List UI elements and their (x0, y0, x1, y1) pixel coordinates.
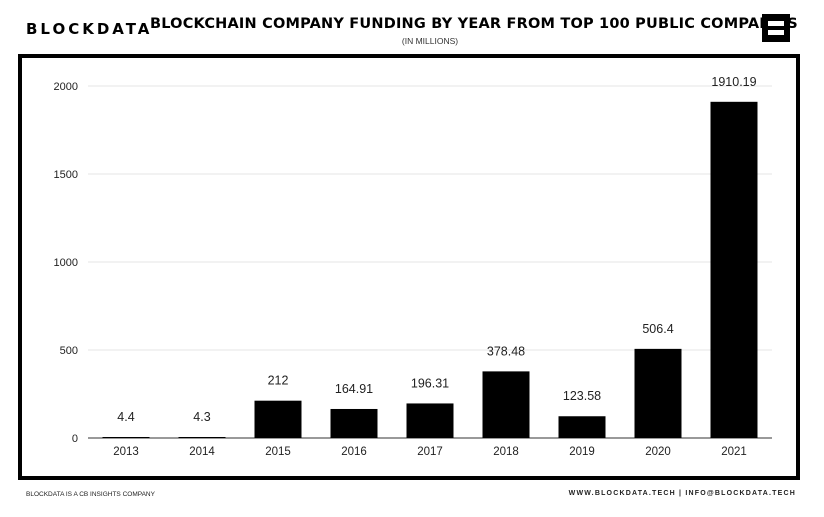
chart-frame: 0 500 1000 1500 2000 4.4 2013 4.3 2014 212 2015 164… (18, 54, 800, 480)
x-tick-label: 2014 (189, 446, 215, 458)
data-label: 164.91 (335, 382, 373, 396)
bar (254, 400, 302, 438)
data-label: 212 (268, 374, 289, 388)
data-label: 4.4 (117, 410, 134, 424)
bar (178, 437, 226, 438)
x-tick-label: 2016 (341, 446, 367, 458)
bar (558, 416, 606, 438)
y-tick-label: 1500 (54, 169, 78, 181)
x-tick-label: 2013 (113, 446, 139, 458)
x-tick-label: 2019 (569, 446, 595, 458)
data-label: 123.58 (563, 389, 601, 403)
footer-company-note: BLOCKDATA IS A CB INSIGHTS COMPANY (26, 491, 155, 498)
footer-contact: WWW.BLOCKDATA.TECH | INFO@BLOCKDATA.TECH (568, 490, 796, 497)
x-tick-label: 2020 (645, 446, 671, 458)
x-tick-label: 2017 (417, 446, 443, 458)
chart-subtitle: (IN MILLIONS) (401, 36, 459, 46)
bar (482, 371, 530, 438)
bar (406, 403, 454, 438)
blockdata-b-logo-icon (762, 14, 790, 42)
y-tick-label: 1000 (54, 257, 78, 269)
x-tick-label: 2018 (493, 446, 519, 458)
bar (102, 437, 150, 438)
data-label: 196.31 (411, 376, 449, 390)
data-label: 4.3 (193, 410, 210, 424)
bar-chart: 0 500 1000 1500 2000 4.4 2013 4.3 2014 212 2015 164… (54, 75, 772, 458)
bar (710, 101, 758, 438)
x-tick-label: 2021 (721, 446, 747, 458)
data-label: 378.48 (487, 344, 525, 358)
y-tick-label: 2000 (54, 81, 78, 93)
brand-logo: BLOCKDATA (26, 20, 153, 38)
x-tick-label: 2015 (265, 446, 291, 458)
chart-title: BLOCKCHAIN COMPANY FUNDING BY YEAR FROM … (150, 16, 798, 32)
y-tick-label: 500 (60, 345, 78, 357)
y-tick-label: 0 (72, 433, 78, 445)
bar (634, 348, 682, 438)
data-label: 1910.19 (711, 75, 756, 89)
bar (330, 408, 378, 438)
data-label: 506.4 (642, 322, 673, 336)
